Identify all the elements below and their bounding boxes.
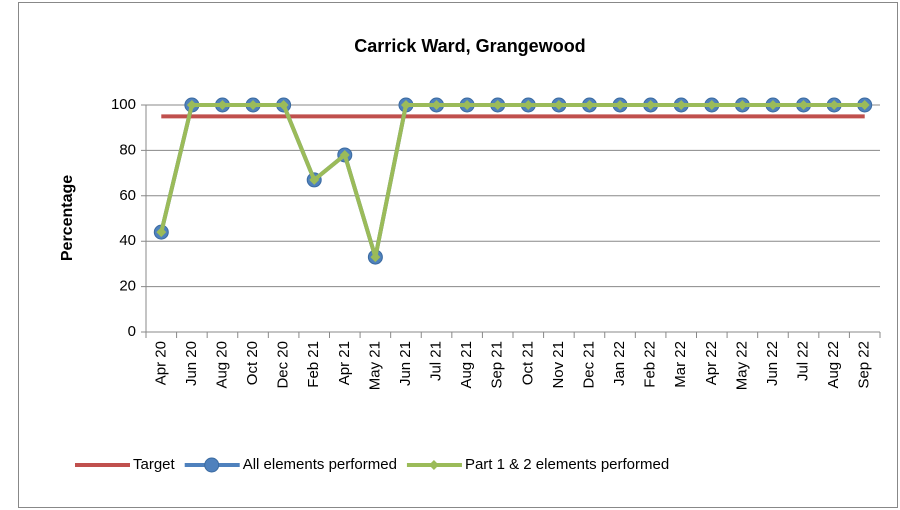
marker: [859, 100, 870, 110]
marker: [706, 100, 717, 110]
y-tick-label: 20: [119, 278, 136, 295]
x-tick-label: Oct 21: [519, 341, 536, 385]
marker: [462, 100, 473, 110]
marker: [204, 457, 220, 473]
legend-label: Part 1 & 2 elements performed: [465, 456, 669, 473]
marker: [676, 100, 687, 110]
x-tick-label: Feb 22: [642, 341, 659, 388]
marker: [645, 100, 656, 110]
x-tick-label: Feb 21: [305, 341, 322, 388]
y-tick-label: 100: [111, 96, 136, 113]
x-tick-label: Jun 22: [764, 341, 781, 386]
marker: [248, 100, 259, 110]
x-tick-label: Apr 20: [152, 341, 169, 385]
marker: [615, 100, 626, 110]
marker: [428, 460, 439, 470]
marker: [767, 100, 778, 110]
x-tick-label: Dec 21: [580, 341, 597, 389]
chart-title: Carrick Ward, Grangewood: [354, 36, 585, 56]
series-line: [159, 103, 865, 258]
marker: [370, 252, 381, 263]
x-tick-label: Jul 22: [795, 341, 812, 381]
marker: [584, 100, 595, 110]
x-tick-label: Jan 22: [611, 341, 628, 386]
marker: [278, 100, 289, 110]
marker: [737, 100, 748, 110]
x-tick-label: Aug 22: [825, 341, 842, 389]
marker: [431, 100, 442, 110]
x-tick-label: Apr 22: [703, 341, 720, 385]
x-tick-label: May 21: [366, 341, 383, 390]
x-tick-label: Oct 20: [244, 341, 261, 385]
legend-label: All elements performed: [243, 456, 397, 473]
marker: [523, 100, 534, 110]
x-tick-label: Aug 21: [458, 341, 475, 389]
marker: [829, 100, 840, 110]
chart-border: [18, 2, 898, 508]
marker: [492, 100, 503, 110]
marker: [309, 174, 320, 185]
x-tick-label: Apr 21: [336, 341, 353, 385]
x-tick-label: Sep 22: [856, 341, 873, 389]
x-tick-label: Jul 21: [428, 341, 445, 381]
x-tick-label: Mar 22: [672, 341, 689, 388]
marker: [186, 100, 197, 110]
x-tick-label: May 22: [733, 341, 750, 390]
marker: [400, 100, 411, 110]
marker: [217, 100, 228, 110]
y-axis-label: Percentage: [59, 175, 76, 261]
x-tick-label: Aug 20: [213, 341, 230, 389]
legend-label: Target: [133, 456, 176, 473]
y-tick-label: 0: [128, 323, 136, 340]
x-tick-label: Dec 20: [275, 341, 292, 389]
y-tick-label: 80: [119, 141, 136, 158]
marker: [798, 100, 809, 110]
marker: [156, 227, 167, 238]
y-tick-label: 60: [119, 187, 136, 204]
marker: [339, 149, 350, 160]
x-tick-label: Jun 21: [397, 341, 414, 386]
marker: [553, 100, 564, 110]
y-tick-label: 40: [119, 232, 136, 249]
x-tick-label: Nov 21: [550, 341, 567, 389]
x-tick-label: Jun 20: [183, 341, 200, 386]
x-tick-label: Sep 21: [489, 341, 506, 389]
